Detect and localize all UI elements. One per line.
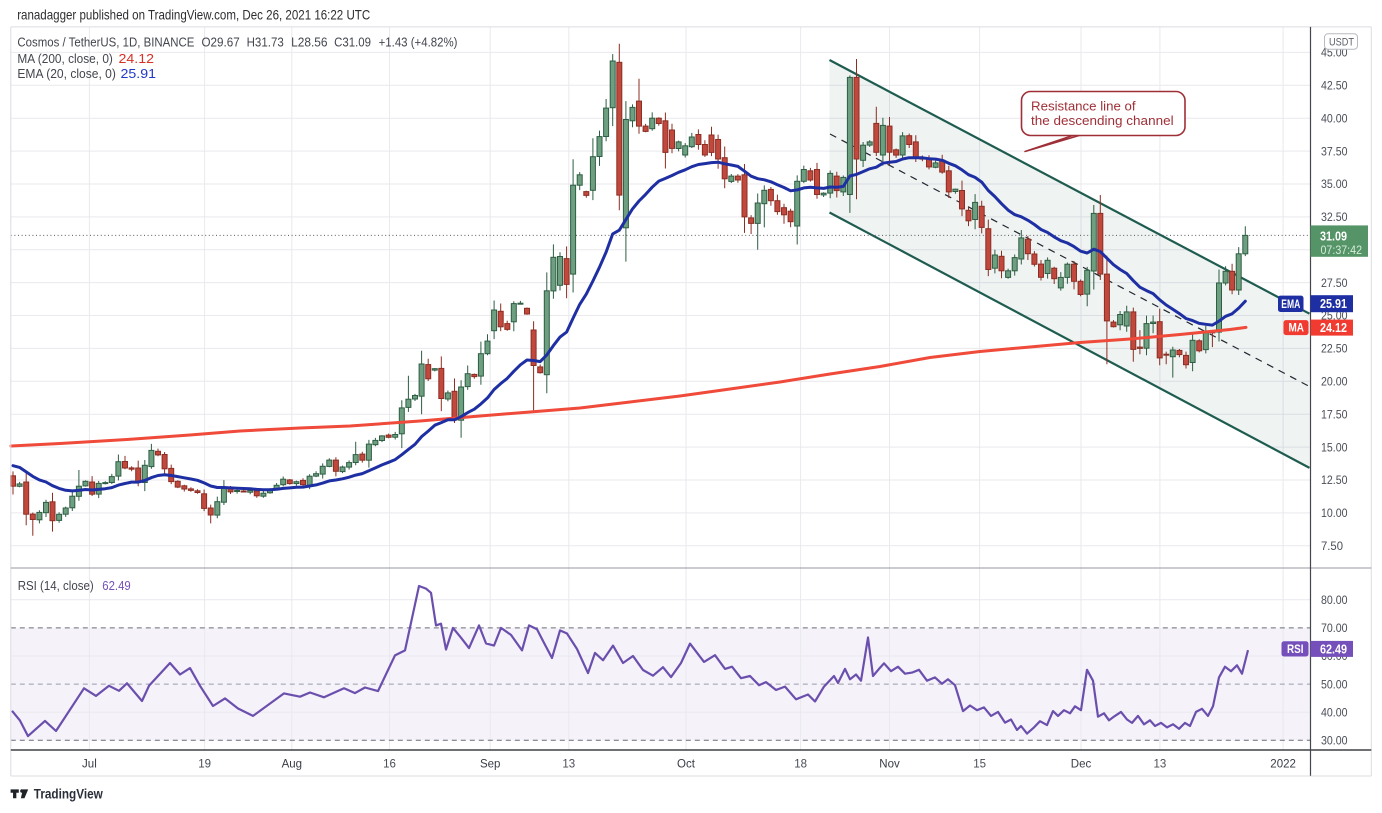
svg-text:MA: MA <box>1289 321 1305 335</box>
svg-text:Oct: Oct <box>677 759 696 771</box>
svg-text:Dec: Dec <box>1071 759 1092 771</box>
svg-text:Nov: Nov <box>879 759 900 771</box>
svg-text:+1.43 (+4.82%): +1.43 (+4.82%) <box>379 34 458 49</box>
svg-text:20.00: 20.00 <box>1321 375 1348 389</box>
svg-text:35.00: 35.00 <box>1321 177 1348 191</box>
svg-text:31.09: 31.09 <box>1320 228 1347 243</box>
svg-text:19: 19 <box>198 759 211 771</box>
svg-text:Aug: Aug <box>282 759 302 771</box>
svg-text:MA (200, close, 0): MA (200, close, 0) <box>17 51 113 66</box>
svg-text:USDT: USDT <box>1329 36 1354 48</box>
svg-text:Resistance line of: Resistance line of <box>1031 98 1136 113</box>
svg-text:62.49: 62.49 <box>102 578 130 593</box>
svg-text:40.00: 40.00 <box>1321 111 1348 125</box>
svg-text:17.50: 17.50 <box>1321 407 1348 421</box>
svg-text:Jul: Jul <box>82 759 97 771</box>
svg-text:7.50: 7.50 <box>1321 539 1343 553</box>
svg-text:40.00: 40.00 <box>1321 705 1348 719</box>
svg-text:07:37:42: 07:37:42 <box>1321 243 1363 257</box>
svg-text:18: 18 <box>794 759 807 771</box>
svg-text:15: 15 <box>973 759 986 771</box>
svg-text:32.50: 32.50 <box>1321 210 1348 224</box>
svg-text:Cosmos / TetherUS, 1D, BINANCE: Cosmos / TetherUS, 1D, BINANCE <box>17 34 194 49</box>
svg-text:the descending channel: the descending channel <box>1031 113 1174 128</box>
svg-text:42.50: 42.50 <box>1321 79 1348 93</box>
svg-text:RSI: RSI <box>1287 642 1304 656</box>
svg-text:10.00: 10.00 <box>1321 506 1348 520</box>
svg-text:50.00: 50.00 <box>1321 677 1348 691</box>
svg-text:62.49: 62.49 <box>1320 641 1347 656</box>
svg-text:RSI (14, close): RSI (14, close) <box>18 578 94 593</box>
svg-text:15.00: 15.00 <box>1321 440 1348 454</box>
svg-text:ranadagger published on Tradin: ranadagger published on TradingView.com,… <box>17 8 370 23</box>
svg-text:27.50: 27.50 <box>1321 276 1348 290</box>
svg-text:22.50: 22.50 <box>1321 342 1348 356</box>
svg-text:C31.09: C31.09 <box>334 34 371 49</box>
svg-text:L28.56: L28.56 <box>291 34 327 49</box>
svg-text:25.91: 25.91 <box>121 66 157 81</box>
svg-text:24.12: 24.12 <box>1320 320 1347 335</box>
svg-text:37.50: 37.50 <box>1321 144 1348 158</box>
svg-text:Sep: Sep <box>480 759 500 771</box>
svg-text:13: 13 <box>562 759 575 771</box>
svg-text:25.91: 25.91 <box>1320 296 1347 311</box>
svg-text:13: 13 <box>1154 759 1167 771</box>
svg-text:24.12: 24.12 <box>119 51 155 66</box>
svg-text:80.00: 80.00 <box>1321 593 1348 607</box>
svg-text:12.50: 12.50 <box>1321 473 1348 487</box>
svg-text:30.00: 30.00 <box>1321 734 1348 748</box>
svg-text:EMA (20, close, 0): EMA (20, close, 0) <box>17 66 116 81</box>
svg-text:H31.73: H31.73 <box>247 34 284 49</box>
svg-text:TradingView: TradingView <box>34 786 103 801</box>
svg-text:70.00: 70.00 <box>1321 621 1348 635</box>
svg-text:2022: 2022 <box>1270 759 1296 771</box>
svg-text:EMA: EMA <box>1281 297 1300 311</box>
svg-text:16: 16 <box>383 759 396 771</box>
svg-text:O29.67: O29.67 <box>202 34 240 49</box>
